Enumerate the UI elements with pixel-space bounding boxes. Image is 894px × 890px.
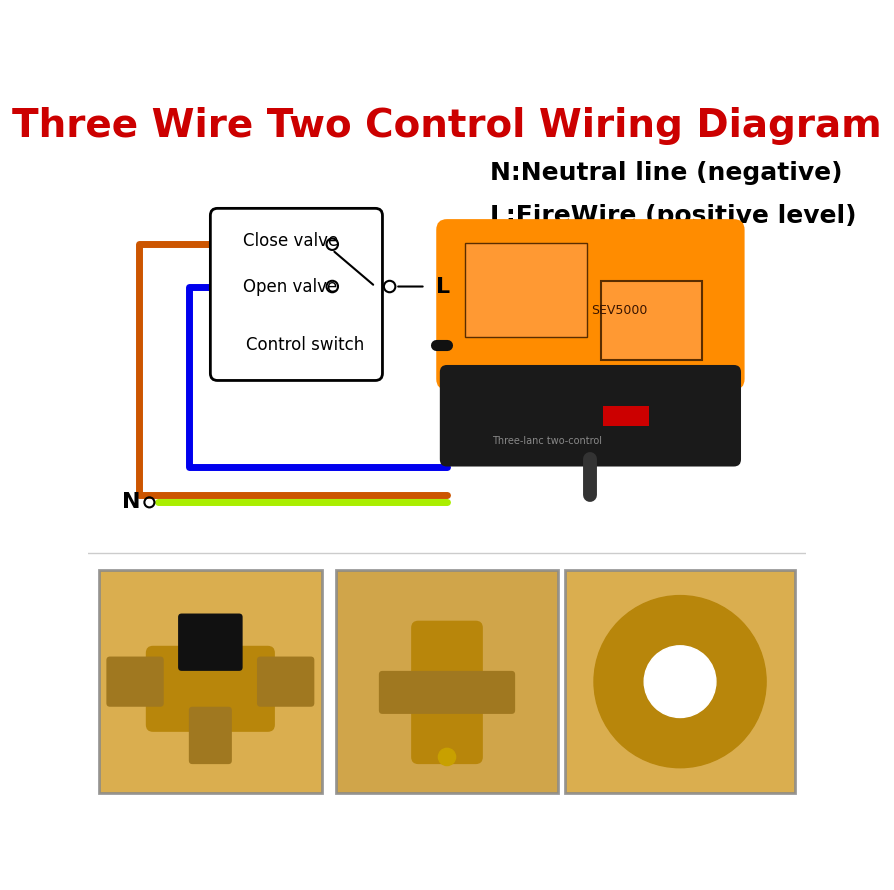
Text: L:FireWire (positive level): L:FireWire (positive level)	[490, 204, 856, 228]
FancyBboxPatch shape	[106, 657, 164, 707]
Text: Control switch: Control switch	[246, 336, 365, 353]
Text: N: N	[122, 492, 140, 513]
FancyBboxPatch shape	[565, 570, 795, 793]
FancyBboxPatch shape	[99, 570, 322, 793]
FancyBboxPatch shape	[440, 365, 741, 466]
FancyBboxPatch shape	[465, 244, 586, 336]
Circle shape	[594, 595, 766, 768]
FancyBboxPatch shape	[89, 122, 805, 553]
FancyBboxPatch shape	[411, 620, 483, 765]
FancyBboxPatch shape	[257, 657, 315, 707]
FancyBboxPatch shape	[189, 707, 232, 765]
Circle shape	[438, 748, 456, 765]
Circle shape	[645, 646, 716, 717]
FancyBboxPatch shape	[210, 208, 383, 380]
FancyBboxPatch shape	[178, 613, 242, 671]
Text: Three Wire Two Control Wiring Diagram: Three Wire Two Control Wiring Diagram	[13, 107, 881, 145]
Text: Open valve: Open valve	[242, 278, 337, 295]
FancyBboxPatch shape	[336, 570, 558, 793]
Text: SEV5000: SEV5000	[591, 303, 647, 317]
FancyBboxPatch shape	[379, 671, 515, 714]
Text: Three-lanc two-control: Three-lanc two-control	[493, 436, 603, 446]
FancyBboxPatch shape	[601, 280, 702, 360]
Text: N:Neutral line (negative): N:Neutral line (negative)	[490, 160, 842, 184]
FancyBboxPatch shape	[146, 646, 274, 732]
FancyBboxPatch shape	[603, 406, 649, 426]
FancyBboxPatch shape	[436, 219, 745, 390]
Text: Close valve: Close valve	[242, 231, 338, 249]
Text: L: L	[436, 277, 451, 296]
